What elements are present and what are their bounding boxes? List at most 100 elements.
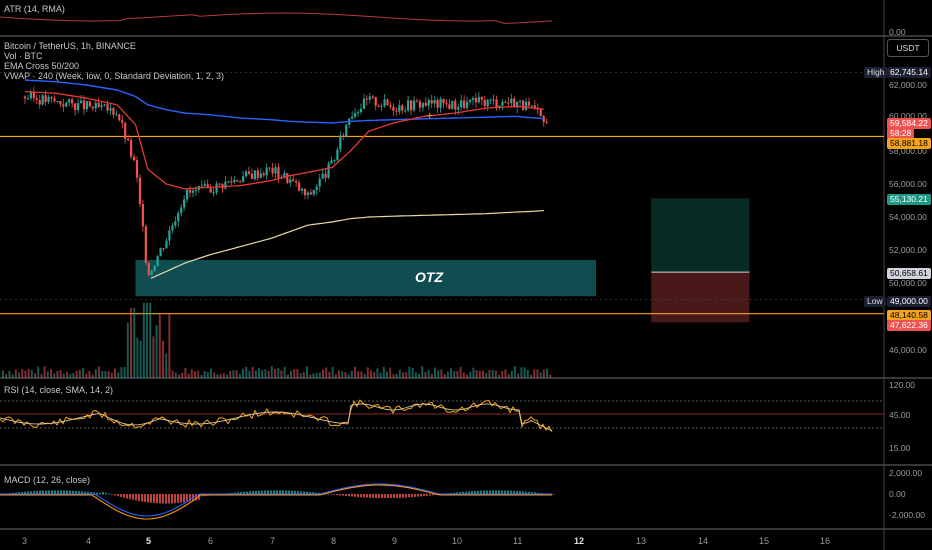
volume-bar (238, 373, 241, 378)
candle-body (333, 160, 336, 162)
macd-hist-bar (33, 491, 35, 495)
candle-body (162, 248, 165, 250)
macd-hist-bar (405, 494, 407, 498)
candle-body (448, 104, 451, 109)
candle-body (539, 109, 542, 116)
volume-bar (536, 369, 539, 378)
price-tick: 60,000.00 (889, 111, 927, 121)
ema-cross-legend[interactable]: EMA Cross 50/200 (4, 61, 80, 71)
macd-hist-bar (255, 490, 257, 495)
candle-body (545, 121, 548, 123)
macd-hist-bar (414, 494, 416, 497)
vwap-legend[interactable]: VWAP · 240 (Week, low, 0, Standard Devia… (4, 71, 224, 81)
candle-body (165, 240, 168, 249)
volume-bar (245, 366, 248, 378)
candle-body (342, 135, 345, 137)
macd-hist-bar (177, 494, 179, 503)
candle-body (59, 101, 62, 105)
zone-label: OTZ (415, 269, 443, 285)
volume-bar (427, 369, 430, 378)
volume-bar (370, 370, 372, 378)
candle-body (353, 113, 357, 117)
time-tick: 12 (574, 536, 585, 546)
time-tick: 11 (513, 536, 523, 546)
macd-hist-bar (264, 490, 266, 495)
volume-bar (472, 367, 475, 378)
macd-hist-bar (132, 494, 134, 500)
macd-hist-bar (426, 494, 428, 496)
candle-body (256, 170, 259, 178)
candle-body (62, 104, 65, 107)
macd-hist-bar (66, 490, 68, 495)
macd-hist-bar (486, 490, 488, 495)
macd-hist-bar (57, 490, 59, 495)
volume-bar (328, 371, 331, 378)
macd-hist-bar (339, 494, 341, 496)
candle-body (185, 189, 189, 200)
candle-body (277, 167, 280, 178)
macd-hist-bar (147, 494, 149, 503)
volume-bar (254, 370, 257, 378)
macd-hist-bar (552, 494, 554, 495)
candle-body (209, 188, 212, 193)
last-price-tag: 59,584.22 (887, 118, 931, 129)
macd-hist-bar (105, 492, 107, 495)
volume-bar (21, 369, 24, 378)
macd-hist-bar (75, 490, 77, 495)
volume-bar (267, 371, 270, 378)
volume-bar (213, 372, 216, 378)
volume-legend[interactable]: Vol · BTC (4, 51, 43, 61)
candle-body (356, 112, 360, 114)
volume-bar (30, 369, 33, 378)
volume-bar (235, 370, 238, 378)
macd-hist-bar (336, 494, 338, 496)
volume-bar (338, 370, 340, 378)
volume-bar (274, 369, 276, 378)
macd-hist-bar (384, 494, 386, 499)
candle-body (135, 160, 139, 178)
candle-body (212, 192, 215, 194)
candle-body (230, 181, 233, 183)
volume-bar (222, 373, 225, 378)
volume-bar (450, 368, 452, 378)
macd-hist-bar (267, 490, 269, 495)
price-tick: 58,000.00 (889, 146, 927, 156)
macd-hist-bar (390, 494, 392, 499)
candle-body (79, 100, 83, 104)
volume-bar (347, 374, 350, 378)
candle-body (324, 173, 327, 178)
candle-body (471, 97, 475, 100)
volume-bar (440, 369, 443, 378)
candle-body (268, 167, 271, 169)
macd-hist-bar (489, 490, 491, 495)
macd-hist-bar (243, 491, 245, 495)
candle-body (180, 207, 183, 214)
symbol-legend[interactable]: Bitcoin / TetherUS, 1h, BINANCE (4, 41, 136, 51)
time-tick: 13 (636, 536, 647, 546)
macd-hist-bar (78, 491, 80, 495)
volume-bar (139, 340, 142, 378)
macd-hist-bar (258, 490, 260, 495)
macd-hist-bar (93, 492, 95, 495)
candle-body (124, 122, 127, 139)
macd-hist-bar (492, 490, 494, 495)
volume-bar (469, 371, 472, 378)
candle-body (292, 179, 295, 182)
currency-button[interactable]: USDT (887, 39, 929, 57)
macd-hist-bar (123, 494, 125, 498)
candle-body (191, 190, 195, 193)
rsi-pane-label: RSI (14, close, SMA, 14, 2) (4, 385, 114, 395)
macd-hist-bar (393, 494, 395, 499)
macd-hist-bar (18, 492, 20, 495)
ema50-line (24, 90, 544, 190)
volume-bar (34, 373, 36, 378)
time-tick: 8 (331, 536, 337, 546)
macd-hist-bar (465, 491, 467, 495)
candle-body (115, 114, 118, 116)
candle-body (513, 98, 516, 108)
volume-bar (379, 372, 382, 378)
atr-tick-zero: 0.00 (889, 27, 906, 37)
macd-hist-bar (351, 494, 353, 497)
macd-line (0, 483, 552, 517)
